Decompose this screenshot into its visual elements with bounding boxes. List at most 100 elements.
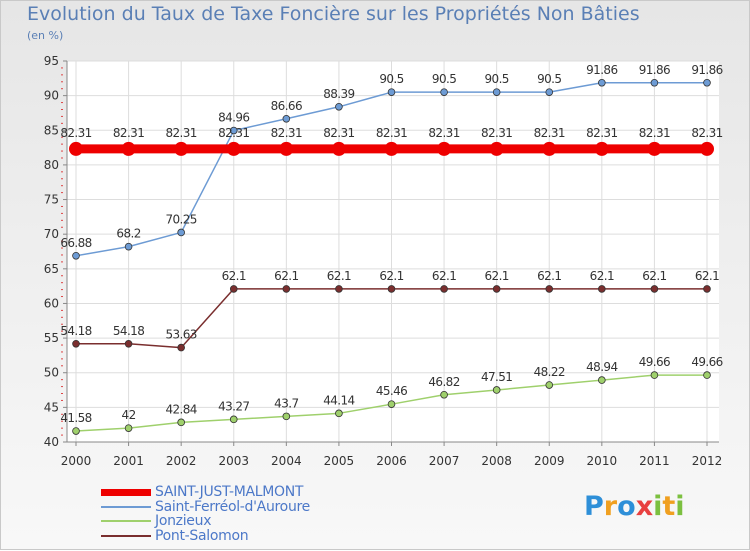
y-tick-label: 90 xyxy=(44,89,59,103)
data-point xyxy=(650,285,659,293)
x-tick-label: 2011 xyxy=(639,454,670,468)
data-label: 44.14 xyxy=(323,393,354,407)
data-point xyxy=(335,409,343,418)
logo-letter: o xyxy=(617,491,636,522)
data-point xyxy=(492,88,501,96)
data-point xyxy=(440,88,448,96)
data-label: 41.58 xyxy=(60,411,91,425)
x-tick-label: 2004 xyxy=(271,454,302,468)
x-tick-label: 2003 xyxy=(218,454,249,468)
data-point xyxy=(703,285,711,293)
legend-swatch xyxy=(101,505,151,508)
x-tick-label: 2006 xyxy=(376,454,407,468)
legend-swatch xyxy=(101,488,151,496)
data-label: 62.1 xyxy=(642,269,666,283)
data-label: 48.94 xyxy=(586,360,617,374)
legend-swatch xyxy=(101,520,151,523)
x-tick-label: 2008 xyxy=(481,454,512,468)
data-point xyxy=(174,141,189,156)
data-label: 82.31 xyxy=(639,126,670,140)
data-point xyxy=(489,141,504,156)
plot-area xyxy=(67,61,719,442)
legend-label: SAINT-JUST-MALMONT xyxy=(155,484,304,501)
y-tick-label: 85 xyxy=(44,123,59,137)
data-point xyxy=(229,285,238,293)
x-tick-label: 2009 xyxy=(534,454,565,468)
chart-title: Evolution du Taux de Taxe Foncière sur l… xyxy=(27,3,640,25)
data-label: 47.51 xyxy=(481,370,512,384)
data-label: 62.1 xyxy=(274,269,298,283)
data-point xyxy=(545,88,554,96)
data-label: 54.18 xyxy=(113,324,144,338)
x-tick-label: 2000 xyxy=(61,454,92,468)
data-point xyxy=(335,285,343,293)
data-point xyxy=(69,141,83,156)
data-label: 42 xyxy=(122,408,136,422)
data-label: 82.31 xyxy=(376,126,407,140)
legend-item: Saint-Ferréol-d'Auroure xyxy=(101,500,310,515)
data-label: 68.2 xyxy=(116,227,140,241)
data-label: 53.63 xyxy=(165,328,196,342)
data-point xyxy=(647,141,662,156)
data-point xyxy=(387,88,396,96)
data-label: 43.27 xyxy=(218,399,249,413)
x-tick-label: 2007 xyxy=(429,454,460,468)
data-point xyxy=(542,141,557,156)
data-label: 90.5 xyxy=(432,72,456,86)
data-label: 82.31 xyxy=(113,126,144,140)
data-label: 90.5 xyxy=(379,72,403,86)
data-point xyxy=(121,141,136,156)
data-point xyxy=(387,400,396,408)
y-tick-label: 80 xyxy=(44,158,59,172)
logo-letter: i xyxy=(675,491,685,522)
data-point xyxy=(124,339,133,348)
y-axis-unit: (en %) xyxy=(27,29,64,42)
data-point xyxy=(650,371,659,379)
data-point xyxy=(279,141,294,156)
data-label: 91.86 xyxy=(691,63,722,77)
legend-item: Jonzieux xyxy=(101,514,310,529)
data-label: 82.31 xyxy=(534,126,565,140)
data-point xyxy=(384,141,399,156)
data-label: 86.66 xyxy=(271,99,302,113)
data-point xyxy=(335,102,343,111)
y-tick-label: 65 xyxy=(44,262,59,276)
x-tick-label: 2010 xyxy=(587,454,618,468)
data-point xyxy=(492,386,501,394)
y-tick-label: 50 xyxy=(44,366,59,380)
legend-label: Saint-Ferréol-d'Auroure xyxy=(155,498,310,515)
data-point xyxy=(72,251,80,260)
legend-item: Pont-Salomon xyxy=(101,529,310,544)
data-label: 43.7 xyxy=(274,396,298,410)
data-label: 82.31 xyxy=(323,126,354,140)
data-point xyxy=(703,78,711,87)
logo-letter: x xyxy=(635,491,654,522)
data-label: 62.1 xyxy=(379,269,403,283)
data-point xyxy=(437,141,452,156)
data-point xyxy=(229,415,238,424)
data-point xyxy=(282,285,291,293)
data-label: 62.1 xyxy=(485,269,509,283)
proxiti-logo: Proxiti xyxy=(584,491,685,522)
data-point xyxy=(650,78,659,87)
y-tick-label: 55 xyxy=(44,331,59,345)
data-point xyxy=(226,141,241,156)
legend-swatch xyxy=(101,534,151,537)
data-label: 49.66 xyxy=(691,355,722,369)
data-label: 82.31 xyxy=(481,126,512,140)
data-label: 91.86 xyxy=(639,63,670,77)
data-point xyxy=(124,424,133,432)
legend-label: Pont-Salomon xyxy=(155,527,249,544)
data-label: 90.5 xyxy=(485,72,509,86)
y-tick-label: 60 xyxy=(44,296,59,310)
data-label: 62.1 xyxy=(695,269,719,283)
data-point xyxy=(282,114,291,123)
data-point xyxy=(387,285,396,293)
data-point xyxy=(440,285,448,293)
data-point xyxy=(124,242,133,251)
data-label: 90.5 xyxy=(537,72,561,86)
logo-letter: P xyxy=(584,491,604,522)
data-point xyxy=(598,285,606,293)
